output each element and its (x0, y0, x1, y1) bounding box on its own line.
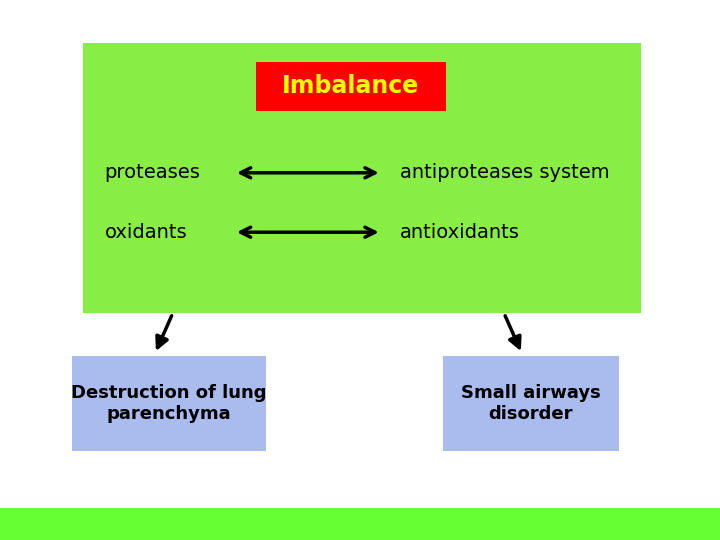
Text: Small airways
disorder: Small airways disorder (461, 384, 600, 423)
Text: oxidants: oxidants (104, 222, 187, 242)
Text: Imbalance: Imbalance (282, 75, 420, 98)
Bar (83, 43, 641, 313)
Bar (72, 356, 266, 451)
Text: antioxidants: antioxidants (400, 222, 519, 242)
Bar (0, 508, 720, 540)
Text: antiproteases system: antiproteases system (400, 163, 609, 183)
Text: proteases: proteases (104, 163, 200, 183)
Text: Destruction of lung
parenchyma: Destruction of lung parenchyma (71, 384, 267, 423)
Bar (256, 62, 446, 111)
Bar (443, 356, 619, 451)
